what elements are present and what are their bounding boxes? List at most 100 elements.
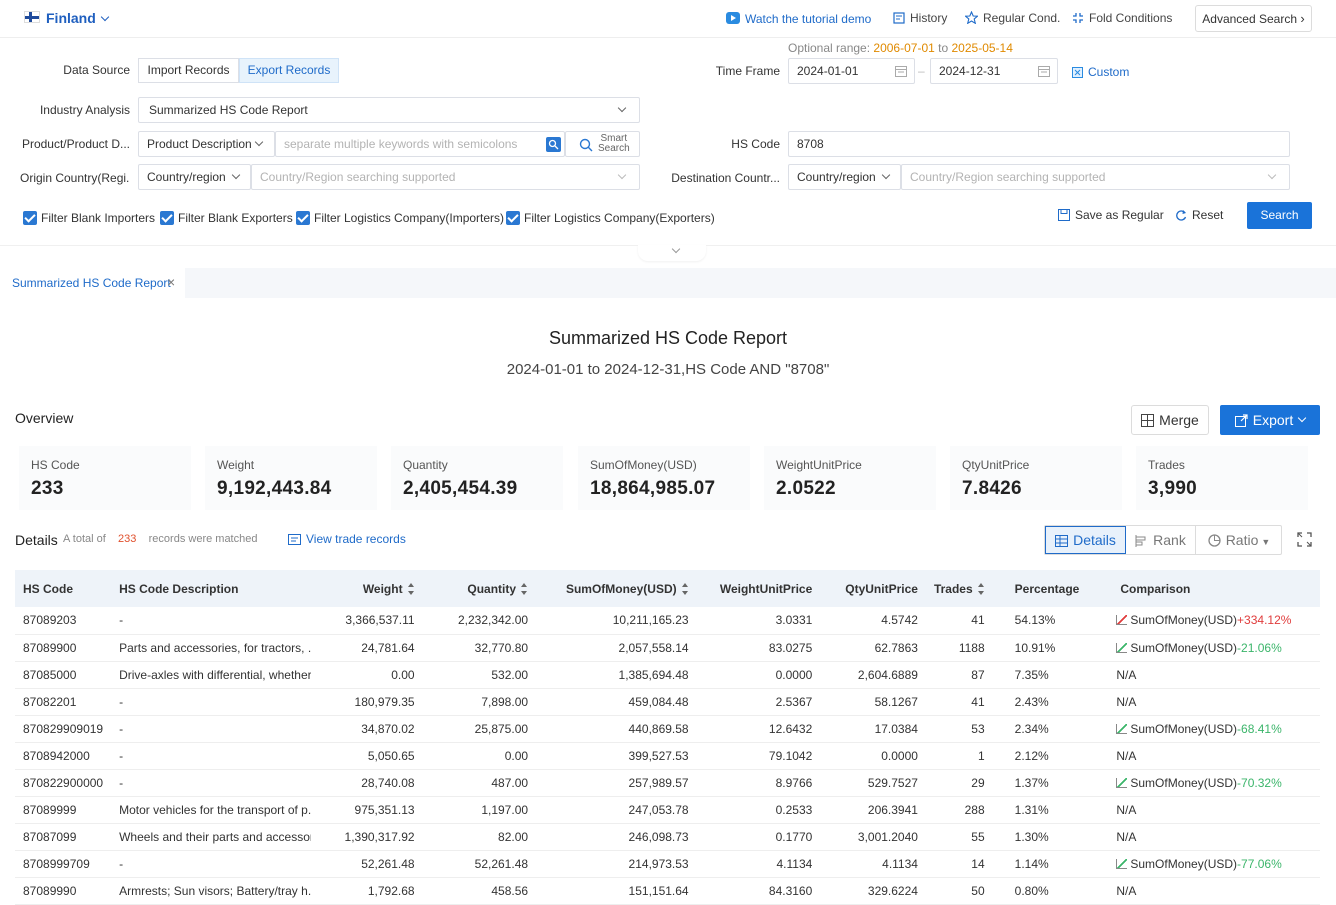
smart-search-button[interactable]: Smart Search (565, 131, 640, 157)
cell-weight: 5,050.65 (311, 742, 423, 770)
cell-qty-unit-price: 4.1134 (820, 850, 926, 878)
total-prefix: A total of (63, 533, 106, 545)
table-row[interactable]: 87082201-180,979.35 7,898.00 459,084.48 2.5… (15, 688, 1320, 716)
trend-down-icon (1116, 642, 1128, 653)
cell-qty-unit-price: 58.1267 (820, 688, 926, 716)
history-link[interactable]: History (893, 11, 947, 25)
table-row[interactable]: 87089990 Armrests; Sun visors; Battery/tr… (15, 877, 1320, 905)
table-row[interactable]: 87089900 Parts and accessories, for tract… (15, 634, 1320, 662)
table-row[interactable]: 87087099 Wheels and their parts and acces… (15, 823, 1320, 851)
view-details-tab[interactable]: Details (1045, 526, 1126, 554)
origin-type-select[interactable]: Country/region (138, 164, 251, 190)
table-row[interactable]: 87089999 Motor vehicles for the transport… (15, 796, 1320, 824)
table-row[interactable]: 8708942000-5,050.65 0.00 399,527.53 79.1042… (15, 742, 1320, 770)
table-row[interactable]: 870822900000-28,740.08 487.00 257,989.57 8.… (15, 769, 1320, 797)
close-icon[interactable]: × (167, 274, 176, 290)
cell-sum-of-money: 214,973.53 (536, 850, 697, 878)
destination-country-input[interactable]: Country/Region searching supported (901, 164, 1290, 190)
stat-value: 9,192,443.84 (217, 478, 332, 499)
cell-quantity: 0.00 (422, 742, 537, 770)
cell-hs-code: 87085000 (15, 661, 112, 689)
image-search-icon[interactable] (546, 137, 561, 152)
product-type-select[interactable]: Product Description (138, 131, 275, 157)
view-rank-tab[interactable]: Rank (1126, 526, 1196, 554)
table-row[interactable]: 8708999709-52,261.48 52,261.48 214,973.53 4… (15, 850, 1320, 878)
stat-card: Weight 9,192,443.84 (205, 446, 377, 510)
filter-blank-exporters-checkbox[interactable]: Filter Blank Exporters (160, 211, 293, 225)
date-from-input[interactable]: 2024-01-01 (788, 58, 915, 84)
product-keyword-input[interactable]: separate multiple keywords with semicolo… (275, 131, 565, 157)
header-label: Comparison (1120, 581, 1191, 596)
origin-country-input[interactable]: Country/Region searching supported (251, 164, 640, 190)
chevron-down-icon (100, 12, 110, 22)
cell-quantity: 82.00 (422, 823, 537, 851)
cell-percentage: 54.13% (992, 607, 1103, 635)
col-sum-of-money[interactable]: SumOfMoney(USD) (536, 570, 697, 607)
industry-select[interactable]: Summarized HS Code Report (138, 97, 640, 123)
stat-card: WeightUnitPrice 2.0522 (764, 446, 936, 510)
details-heading: Details (15, 532, 58, 548)
cell-percentage: 1.31% (992, 796, 1103, 824)
stat-title: SumOfMoney(USD) (590, 458, 697, 472)
play-icon (726, 12, 740, 24)
trend-down-icon (1116, 858, 1128, 869)
view-ratio-tab[interactable]: Ratio ▼ (1197, 526, 1281, 554)
tab-summarized-report[interactable]: Summarized HS Code Report × (0, 268, 185, 298)
cell-percentage: 1.30% (992, 823, 1103, 851)
table-row[interactable]: 87085000 Drive-axles with differential, w… (15, 661, 1320, 689)
cell-percentage: 7.35% (992, 661, 1103, 689)
advanced-search-button[interactable]: Advanced Search › (1195, 5, 1312, 32)
header-label: HS Code (23, 581, 74, 596)
merge-button[interactable]: Merge (1131, 405, 1209, 435)
table-row[interactable]: 87089203-3,366,537.11 2,232,342.00 10,211,… (15, 607, 1320, 635)
sort-icon[interactable] (681, 582, 689, 595)
filter-logistics-importers-checkbox[interactable]: Filter Logistics Company(Importers) (296, 211, 504, 225)
hs-code-input[interactable]: 8708 (788, 131, 1290, 157)
export-records-toggle[interactable]: Export Records (239, 58, 339, 83)
comparison-label: N/A (1116, 883, 1137, 898)
stat-value: 3,990 (1148, 478, 1198, 499)
cell-qty-unit-price: 2,604.6889 (820, 661, 926, 689)
col-trades[interactable]: Trades (925, 570, 993, 607)
regular-cond-link[interactable]: Regular Cond. (965, 11, 1060, 25)
cell-description: Parts and accessories, for tractors, ... (111, 634, 312, 662)
comparison-label: SumOfMoney(USD) (1130, 721, 1238, 736)
tutorial-link[interactable]: Watch the tutorial demo (726, 11, 871, 26)
col-comparison: Comparison (1102, 570, 1320, 607)
import-records-toggle[interactable]: Import Records (138, 58, 239, 83)
cell-hs-code: 87089999 (15, 796, 112, 824)
filter-blank-importers-checkbox[interactable]: Filter Blank Importers (23, 211, 155, 225)
sort-icon[interactable] (407, 582, 415, 595)
cell-hs-code: 87082201 (15, 688, 112, 716)
stat-title: Weight (217, 458, 255, 472)
cell-comparison: SumOfMoney(USD)-68.41% (1102, 715, 1320, 743)
cell-comparison: N/A (1102, 877, 1320, 905)
destination-type-select[interactable]: Country/region (788, 164, 901, 190)
col-quantity[interactable]: Quantity (422, 570, 537, 607)
search-button[interactable]: Search (1247, 202, 1312, 229)
fold-conditions-link[interactable]: Fold Conditions (1072, 11, 1172, 25)
records-count: A total of 233 records were matched (63, 533, 257, 545)
col-weight[interactable]: Weight (311, 570, 423, 607)
overview-heading: Overview (15, 410, 74, 426)
filter-logistics-exporters-checkbox[interactable]: Filter Logistics Company(Exporters) (506, 211, 715, 225)
export-button[interactable]: Export (1220, 405, 1320, 435)
country-selector[interactable]: Finland (46, 10, 110, 26)
origin-type-value: Country/region (147, 170, 226, 184)
industry-value: Summarized HS Code Report (149, 103, 308, 117)
cell-qty-unit-price: 17.0384 (820, 715, 926, 743)
date-to-input[interactable]: 2024-12-31 (930, 58, 1058, 84)
cell-trades: 14 (925, 850, 993, 878)
reset-button[interactable]: Reset (1175, 208, 1223, 222)
cell-description: - (111, 715, 312, 743)
table-row[interactable]: 870829909019-34,870.02 25,875.00 440,869.5… (15, 715, 1320, 743)
sort-icon[interactable] (521, 582, 528, 595)
custom-link[interactable]: Custom (1072, 65, 1129, 79)
fullscreen-icon[interactable] (1297, 532, 1312, 547)
view-trade-records-link[interactable]: View trade records (288, 532, 406, 546)
sort-icon[interactable] (977, 582, 985, 595)
view-details-label: Details (1073, 532, 1116, 548)
collapse-toggle[interactable] (638, 244, 706, 261)
col-percentage: Percentage (992, 570, 1103, 607)
save-as-regular-button[interactable]: Save as Regular (1058, 208, 1164, 222)
